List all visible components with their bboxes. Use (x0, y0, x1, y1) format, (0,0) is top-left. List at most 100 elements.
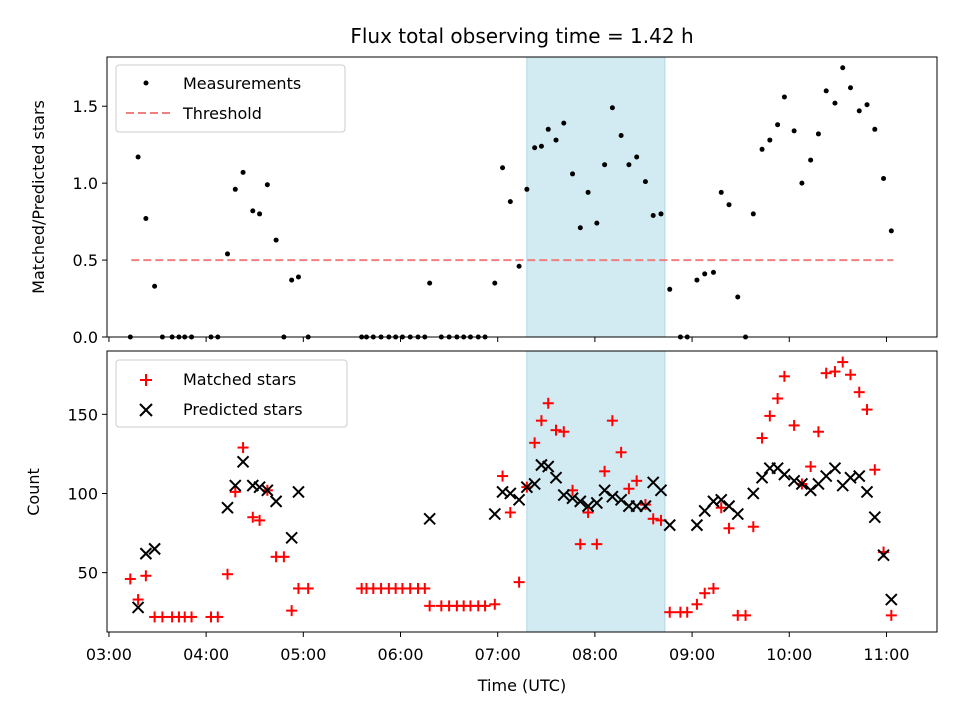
matched-star-point (229, 486, 241, 498)
matched-star-point (853, 386, 865, 398)
measurement-point (135, 154, 141, 160)
matched-star-point (778, 370, 790, 382)
bottom-xtick-label: 03:00 (86, 645, 132, 664)
measurement-point (240, 169, 246, 175)
matched-star-point (812, 426, 824, 438)
matched-star-point (723, 522, 735, 534)
measurement-point (500, 165, 506, 171)
predicted-star-point (557, 488, 570, 502)
bottom-xtick-label: 10:00 (766, 645, 812, 664)
predicted-star-point (804, 484, 817, 497)
predicted-star-point (690, 518, 704, 532)
measurement-point (232, 186, 238, 192)
predicted-star-point (755, 471, 769, 484)
measurement-point (570, 171, 576, 177)
measurement-point (856, 108, 862, 114)
bottom-legend: Matched stars Predicted stars (115, 359, 348, 428)
bottom-ytick-label: 150 (67, 405, 98, 424)
predicted-star-point (423, 512, 436, 526)
top-legend-box (115, 64, 346, 133)
matched-star-point (606, 415, 618, 427)
predicted-star-point (520, 480, 534, 494)
measurement-point (815, 131, 821, 137)
bottom-xtick-label: 05:00 (280, 645, 326, 664)
measurement-point (295, 274, 301, 280)
measurement-point (577, 225, 583, 231)
measurement-point (594, 220, 600, 226)
measurement-point (516, 263, 522, 269)
matched-star-point (623, 483, 635, 495)
measurement-point (872, 126, 878, 132)
top-axes-frame (106, 56, 938, 338)
predicted-star-point (566, 492, 579, 505)
measurement-point (642, 179, 648, 185)
predicted-star-point (707, 495, 720, 508)
measurement-point (718, 189, 724, 195)
matched-star-point (254, 514, 266, 526)
matched-star-point (582, 506, 594, 518)
bottom-xtick-label: 07:00 (475, 645, 521, 664)
predicted-star-point (787, 474, 801, 488)
predicted-star-point (148, 542, 161, 556)
measurement-point (225, 251, 231, 257)
predicted-star-point (269, 495, 283, 508)
measurement-point (864, 102, 870, 108)
matched-star-point (820, 367, 832, 379)
measurement-point (585, 189, 591, 195)
measurement-point (532, 145, 538, 151)
measurement-point (143, 216, 149, 222)
measurement-point (289, 277, 295, 283)
matched-star-point (550, 424, 562, 436)
bottom-panel: 50 100 150 03:00 04:00 05:00 06:00 07:00 08:00 0… (24, 350, 938, 695)
measurement-point (553, 137, 559, 143)
measurement-point (840, 65, 846, 71)
predicted-star-point (496, 485, 509, 499)
matched-star-point (861, 404, 873, 416)
matched-star-point (837, 356, 849, 368)
predicted-star-point (261, 484, 274, 497)
measurement-point (750, 211, 756, 217)
matched-star-point (222, 568, 234, 580)
predicted-star-point (868, 511, 882, 524)
legend-predicted-marker (139, 403, 153, 417)
legend-matched-marker (140, 374, 152, 386)
measurement-point (507, 199, 513, 205)
matched-star-point (292, 582, 304, 594)
predicted-star-point (614, 493, 628, 507)
bottom-shaded-region (526, 350, 666, 633)
predicted-star-point (639, 499, 652, 513)
matched-star-point (707, 582, 719, 594)
matched-star-point (497, 470, 509, 482)
predicted-star-point (221, 501, 234, 514)
matched-star-point (869, 464, 881, 476)
predicted-star-point (574, 495, 587, 508)
matched-star-point (504, 506, 516, 518)
matched-star-point (286, 605, 298, 617)
top-panel: 0.0 0.5 1.0 1.5 Matched/Predicted stars Mea… (29, 56, 938, 347)
measurement-point (152, 283, 158, 289)
legend-measurements-label: Measurements (183, 74, 301, 93)
predicted-star-point (795, 477, 809, 491)
bottom-xlabel: Time (UTC) (477, 676, 566, 695)
measurement-point (602, 162, 608, 168)
measurement-point (667, 286, 673, 292)
measurement-point (767, 137, 773, 143)
measurement-point (799, 180, 805, 186)
matched-star-point (699, 587, 711, 599)
measurement-point (492, 280, 498, 286)
measurement-point (823, 88, 829, 94)
bottom-xtick-label: 04:00 (183, 645, 229, 664)
predicted-star-point (606, 490, 619, 503)
measurement-point (735, 294, 741, 300)
predicted-star-point (731, 507, 744, 521)
predicted-star-point (542, 460, 555, 473)
measurement-point (545, 126, 551, 132)
matched-star-point (558, 426, 570, 438)
predicted-star-point (590, 496, 604, 510)
predicted-star-point (598, 484, 611, 497)
measurement-point (694, 277, 700, 283)
matched-star-point (542, 397, 554, 409)
bottom-ytick-label: 50 (78, 564, 98, 583)
measurement-point (658, 211, 664, 217)
measurement-point (832, 100, 838, 106)
